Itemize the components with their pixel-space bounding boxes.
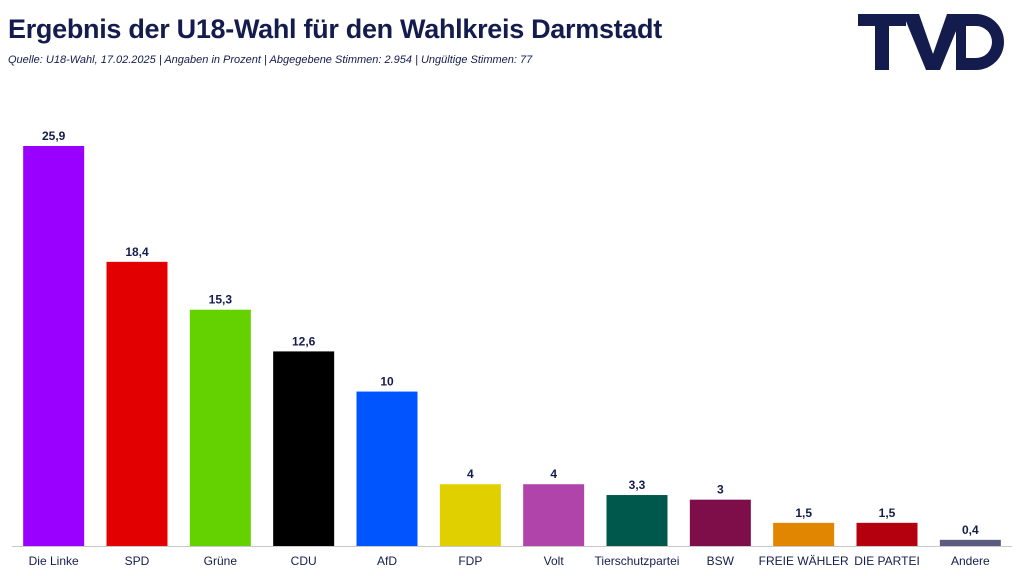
bar <box>106 261 168 546</box>
x-tick-label: Andere <box>951 554 990 568</box>
data-label: 1,5 <box>795 506 812 520</box>
bar <box>189 309 251 546</box>
bar <box>856 522 918 546</box>
data-label: 10 <box>380 375 394 389</box>
x-tick-label: FDP <box>458 554 482 568</box>
data-label: 0,4 <box>962 523 979 537</box>
data-label: 25,9 <box>42 129 66 143</box>
bar <box>439 484 501 546</box>
bar <box>273 351 335 546</box>
x-tick-label: FREIE WÄHLER <box>759 554 849 568</box>
x-tick-label: Grüne <box>204 554 238 568</box>
data-label: 3,3 <box>629 478 646 492</box>
x-tick-label: BSW <box>707 554 735 568</box>
chart-title: Ergebnis der U18-Wahl für den Wahlkreis … <box>8 14 662 44</box>
bar <box>23 146 85 546</box>
bar <box>939 539 1001 546</box>
data-label: 18,4 <box>125 245 149 259</box>
x-tick-label: Volt <box>544 554 565 568</box>
data-label: 12,6 <box>292 334 316 348</box>
x-tick-label: Die Linke <box>29 554 79 568</box>
bar <box>356 391 418 546</box>
x-tick-label: CDU <box>291 554 317 568</box>
chart-subtitle: Quelle: U18-Wahl, 17.02.2025 | Angaben i… <box>8 54 533 66</box>
data-label: 3 <box>717 483 724 497</box>
data-label: 1,5 <box>879 506 896 520</box>
x-tick-label: SPD <box>125 554 150 568</box>
bar <box>689 499 751 546</box>
x-tick-label: DIE PARTEI <box>854 554 920 568</box>
bar <box>606 495 668 546</box>
bar <box>523 484 585 546</box>
data-label: 4 <box>550 467 557 481</box>
tvd-logo <box>858 14 1004 70</box>
data-label: 4 <box>467 467 474 481</box>
x-tick-label: Tierschutzpartei <box>595 554 680 568</box>
bar <box>773 522 835 546</box>
data-label: 15,3 <box>209 293 233 307</box>
x-tick-label: AfD <box>377 554 397 568</box>
